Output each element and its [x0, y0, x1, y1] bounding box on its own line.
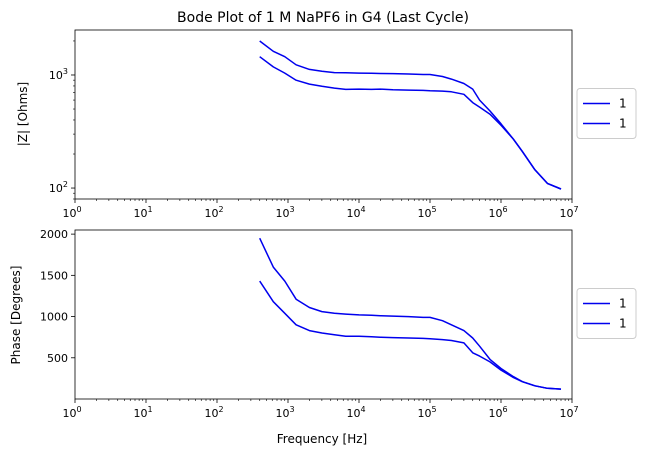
- phase-panel: 100 101 102 103 104 105 106 1075001000150020001…: [40, 228, 637, 420]
- x-tick-base: 10: [417, 407, 431, 420]
- legend-entry: 1: [619, 117, 627, 131]
- x-tick-exponent: 4: [360, 205, 365, 214]
- x-tick-exponent: 6: [502, 205, 507, 214]
- x-tick-label: 106: [488, 205, 507, 220]
- x-tick-label: 107: [559, 205, 578, 220]
- x-tick-label: 102: [204, 205, 223, 220]
- x-tick-exponent: 3: [289, 205, 294, 214]
- x-tick-exponent: 7: [573, 405, 578, 414]
- x-tick-label: 105: [417, 405, 436, 420]
- legend-box: [576, 288, 637, 339]
- x-tick-label: 107: [559, 405, 578, 420]
- x-tick-label: 106: [488, 405, 507, 420]
- x-tick-label: 105: [417, 205, 436, 220]
- x-tick-label: 104: [346, 405, 365, 420]
- x-tick-label: 101: [133, 405, 152, 420]
- x-tick-exponent: 2: [218, 405, 223, 414]
- legend: 11: [576, 88, 637, 139]
- x-tick-base: 10: [488, 207, 502, 220]
- series-line-2: [259, 280, 562, 390]
- x-tick-exponent: 5: [431, 205, 436, 214]
- y-tick-label: 500: [47, 352, 68, 365]
- x-tick-exponent: 5: [431, 405, 436, 414]
- legend: 11: [576, 288, 637, 339]
- x-tick-base: 10: [346, 207, 360, 220]
- x-tick-exponent: 1: [147, 205, 152, 214]
- x-tick-base: 10: [417, 207, 431, 220]
- y-tick-label: 103: [49, 67, 68, 82]
- x-tick-base: 10: [559, 407, 573, 420]
- x-tick-base: 10: [133, 407, 147, 420]
- x-axis-label: Frequency [Hz]: [277, 432, 368, 446]
- y-tick-base: 10: [49, 182, 63, 195]
- x-tick-label: 104: [346, 205, 365, 220]
- x-tick-base: 10: [204, 407, 218, 420]
- y-tick-exponent: 3: [63, 67, 68, 76]
- legend-entry: 1: [619, 317, 627, 331]
- x-tick-base: 10: [275, 407, 289, 420]
- x-tick-exponent: 3: [289, 405, 294, 414]
- y-tick-label: 1500: [40, 269, 68, 282]
- series-line-2: [259, 56, 562, 190]
- legend-entry: 1: [619, 297, 627, 311]
- x-tick-exponent: 2: [218, 205, 223, 214]
- y-tick-label: 2000: [40, 228, 68, 241]
- y-tick-base: 10: [49, 69, 63, 82]
- x-tick-base: 10: [204, 207, 218, 220]
- x-tick-base: 10: [62, 407, 76, 420]
- x-tick-label: 101: [133, 205, 152, 220]
- x-tick-label: 103: [275, 405, 294, 420]
- x-tick-exponent: 0: [76, 405, 81, 414]
- plot-frame: [74, 29, 573, 200]
- x-tick-exponent: 1: [147, 405, 152, 414]
- y-tick-label: 1000: [40, 311, 68, 324]
- x-tick-exponent: 7: [573, 205, 578, 214]
- x-tick-exponent: 0: [76, 205, 81, 214]
- x-tick-exponent: 6: [502, 405, 507, 414]
- x-tick-label: 100: [62, 205, 81, 220]
- phase-y-axis-label: Phase [Degrees]: [9, 266, 23, 365]
- y-tick-label: 102: [49, 180, 68, 195]
- x-tick-base: 10: [488, 407, 502, 420]
- y-tick-exponent: 2: [63, 180, 68, 189]
- series-line-1: [259, 40, 562, 190]
- x-tick-base: 10: [559, 207, 573, 220]
- x-tick-base: 10: [275, 207, 289, 220]
- chart-title: Bode Plot of 1 M NaPF6 in G4 (Last Cycle…: [177, 10, 469, 26]
- x-tick-label: 103: [275, 205, 294, 220]
- x-tick-base: 10: [346, 407, 360, 420]
- x-tick-exponent: 4: [360, 405, 365, 414]
- x-tick-label: 100: [62, 405, 81, 420]
- x-tick-label: 102: [204, 405, 223, 420]
- magnitude-y-axis-label: |Z| [Ohms]: [16, 82, 30, 146]
- legend-entry: 1: [619, 97, 627, 111]
- series-line-1: [259, 237, 562, 390]
- legend-box: [576, 88, 637, 139]
- plot-frame: [74, 229, 573, 400]
- x-tick-base: 10: [133, 207, 147, 220]
- x-tick-base: 10: [62, 207, 76, 220]
